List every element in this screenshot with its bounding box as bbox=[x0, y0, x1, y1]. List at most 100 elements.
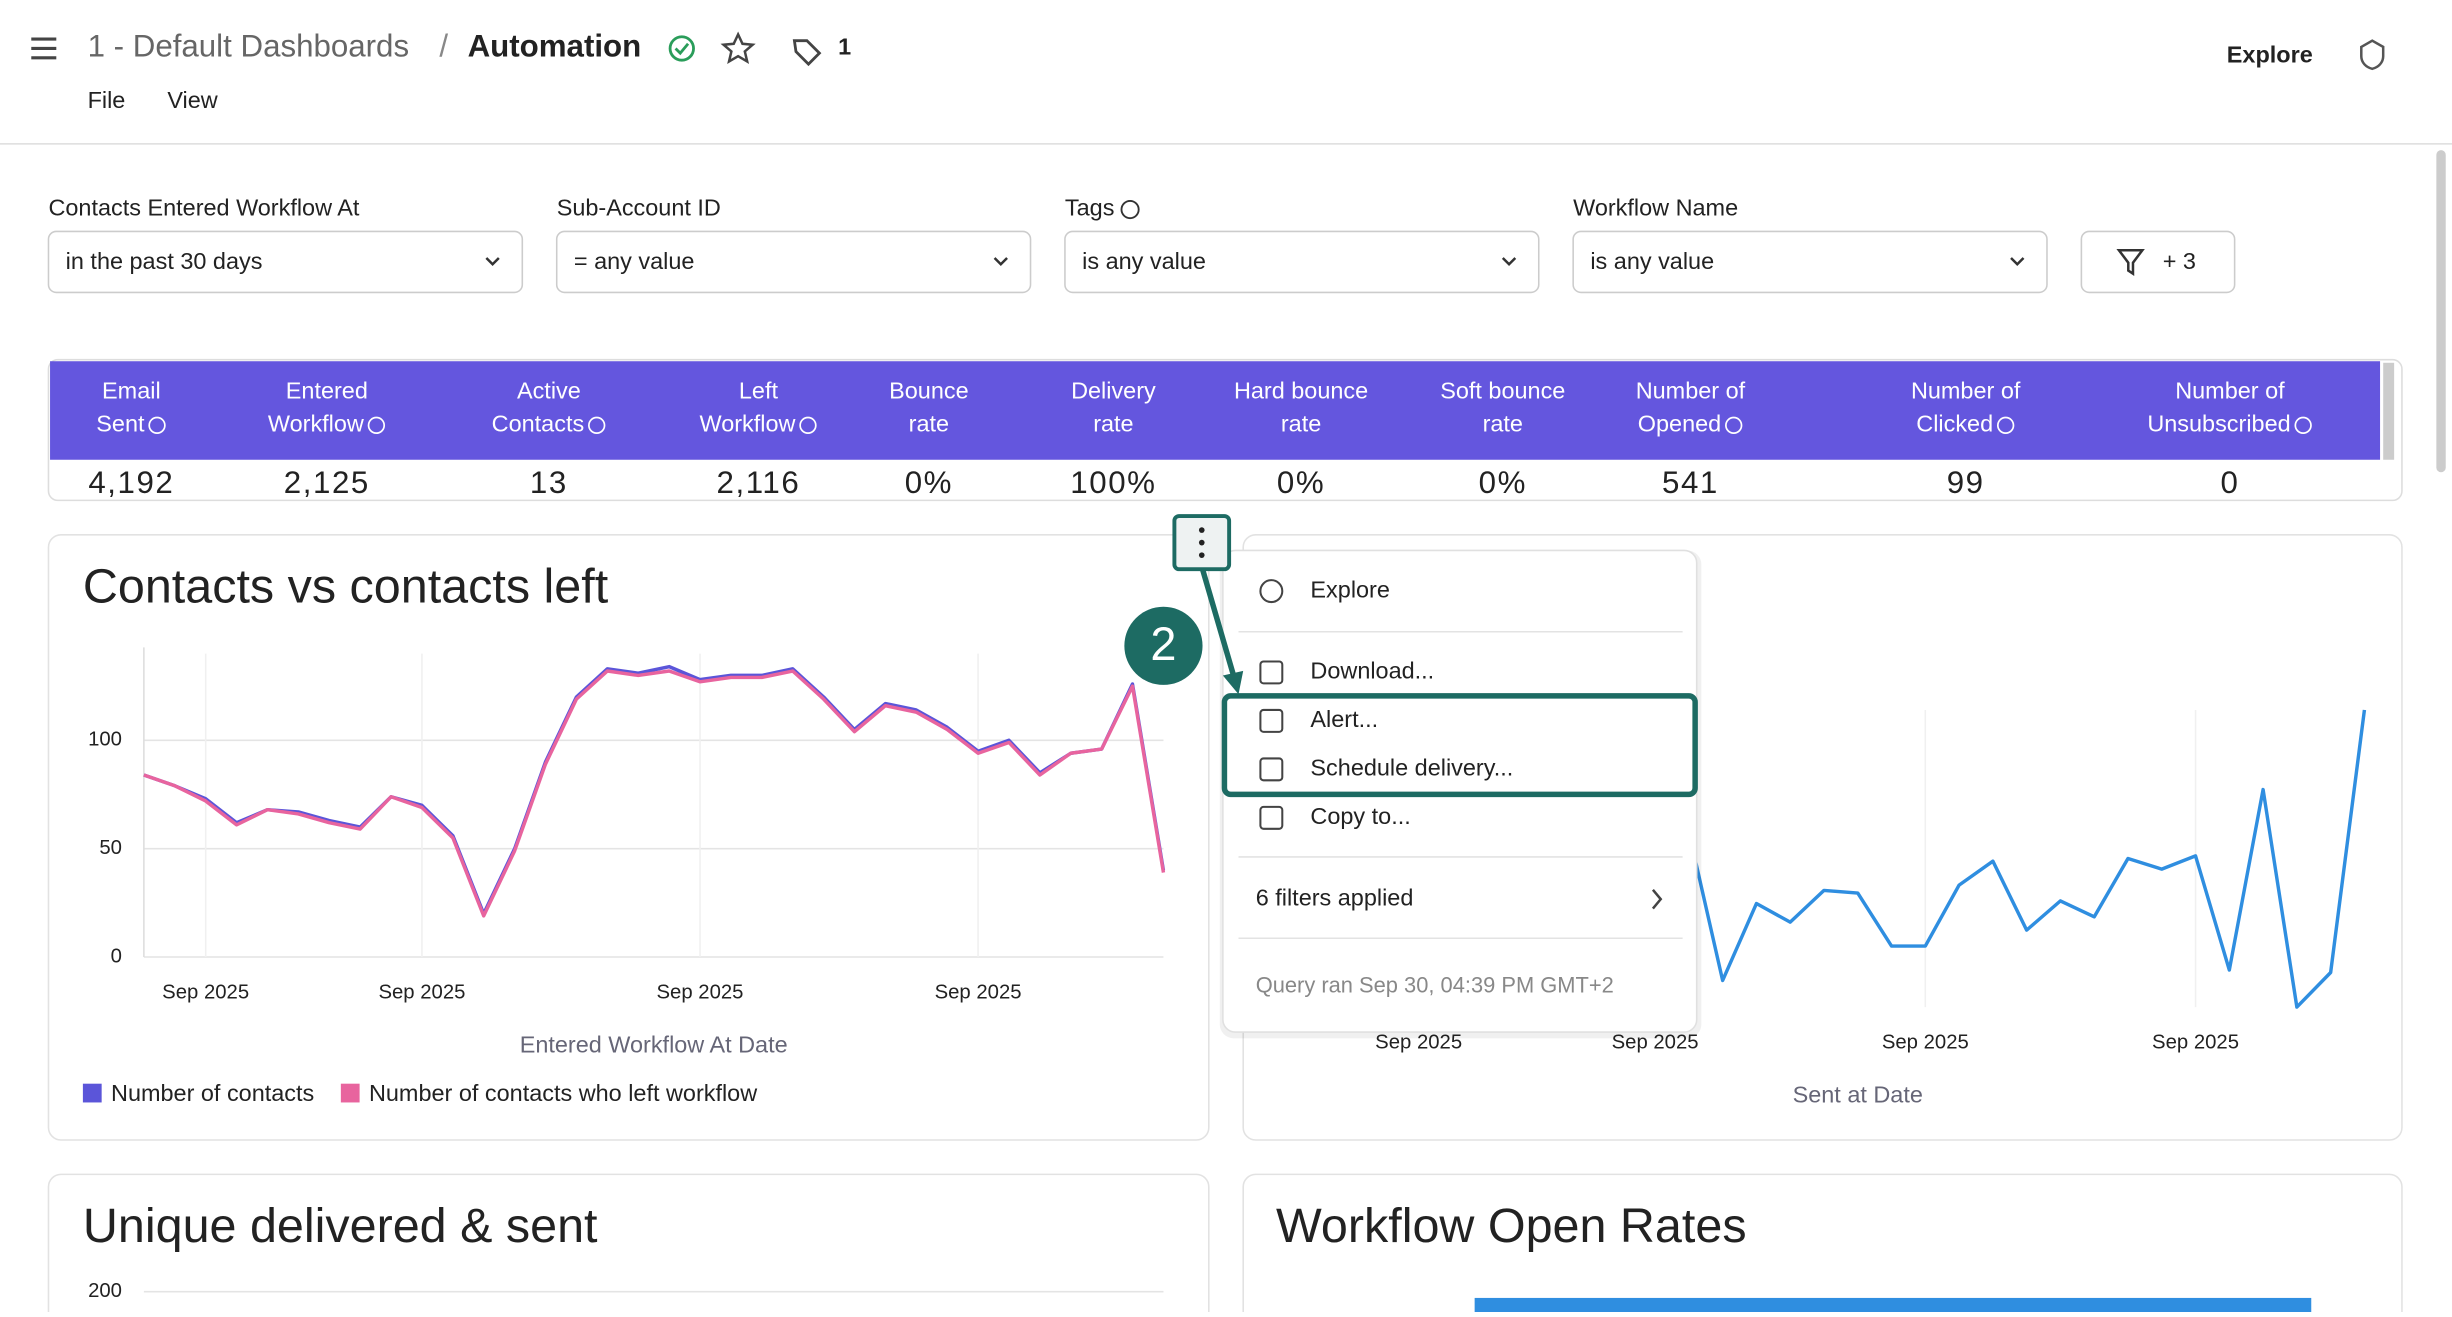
menu-item[interactable]: Alert... bbox=[1310, 706, 1378, 732]
menu-item[interactable]: Copy to... bbox=[1310, 803, 1410, 829]
legend-label[interactable]: Number of contacts who left workflow bbox=[369, 1080, 757, 1106]
kpi-header[interactable]: rate bbox=[1093, 411, 1133, 437]
filter-dropdown[interactable] bbox=[1064, 230, 1540, 294]
kpi-header bbox=[50, 361, 2381, 460]
x-tick-label: Sep 2025 bbox=[378, 981, 465, 1003]
menu-file[interactable]: File bbox=[88, 87, 126, 113]
info-icon bbox=[588, 416, 606, 435]
filter-value[interactable]: is any value bbox=[1082, 248, 1206, 274]
x-tick-label: Sep 2025 bbox=[2152, 1031, 2239, 1053]
kpi-header: Number of bbox=[2175, 378, 2285, 404]
settings-icon[interactable] bbox=[2360, 39, 2385, 71]
chart-card bbox=[1242, 1173, 2403, 1317]
more-filters-button[interactable] bbox=[2080, 230, 2236, 294]
kpi-value: 99 bbox=[1947, 465, 1985, 500]
chevron bbox=[1651, 888, 1663, 910]
menu-icon bbox=[1259, 660, 1284, 685]
info-icon bbox=[1725, 416, 1743, 435]
chart-card bbox=[47, 534, 1210, 1141]
breadcrumb[interactable]: 1 - Default Dashboards bbox=[88, 29, 410, 64]
kpi-header: Hard bounce bbox=[1234, 378, 1368, 404]
chevron bbox=[2010, 257, 2025, 267]
legend-swatch bbox=[82, 1083, 102, 1103]
table-scrollbar bbox=[2383, 362, 2395, 460]
dashboard-title: Automation bbox=[468, 29, 642, 64]
filter-dropdown[interactable] bbox=[555, 230, 1032, 294]
kpi-header: Active bbox=[517, 378, 581, 404]
chevron bbox=[993, 257, 1008, 267]
kpi-header[interactable]: Contacts bbox=[492, 411, 585, 437]
kpi-header[interactable]: Workflow bbox=[268, 411, 364, 437]
x-axis-label: Sent at Date bbox=[1793, 1081, 1923, 1107]
kpi-header[interactable]: Sent bbox=[96, 411, 145, 437]
menu-item[interactable]: Schedule delivery... bbox=[1310, 755, 1513, 781]
kpi-value: 100% bbox=[1070, 465, 1156, 500]
separator: / bbox=[439, 29, 448, 64]
filter-value[interactable]: in the past 30 days bbox=[66, 248, 263, 274]
step-number: 2 bbox=[1150, 618, 1176, 670]
tag-icon[interactable] bbox=[792, 39, 822, 67]
kpi-header: Bounce bbox=[889, 378, 969, 404]
line-series bbox=[143, 669, 1166, 918]
y-tick-label: 50 bbox=[99, 837, 122, 859]
kpi-value: 0% bbox=[905, 465, 953, 500]
kpi-header[interactable]: Unsubscribed bbox=[2147, 411, 2290, 437]
kebab-dot bbox=[1198, 527, 1205, 533]
menu-icon[interactable] bbox=[31, 37, 57, 60]
info-icon bbox=[799, 416, 817, 435]
menu-item[interactable]: 6 filters applied bbox=[1256, 884, 1414, 910]
info-icon bbox=[1996, 416, 2015, 435]
kpi-header[interactable]: Opened bbox=[1638, 411, 1721, 437]
chart-card bbox=[47, 1173, 1210, 1317]
menu-view[interactable]: View bbox=[167, 87, 217, 113]
x-tick-label: Sep 2025 bbox=[657, 981, 744, 1003]
kpi-header: Soft bounce bbox=[1440, 378, 1565, 404]
filter-label: Workflow Name bbox=[1573, 195, 1738, 221]
filter-dropdown[interactable] bbox=[47, 230, 524, 294]
menu-icon bbox=[1259, 805, 1284, 830]
legend-swatch bbox=[340, 1083, 360, 1103]
kpi-value: 0% bbox=[1277, 465, 1325, 500]
tag-count: 1 bbox=[838, 34, 851, 60]
menu-item[interactable]: Explore bbox=[1310, 576, 1389, 602]
step-badge bbox=[1124, 606, 1203, 685]
kpi-header[interactable]: rate bbox=[1281, 411, 1321, 437]
legend-label[interactable]: Number of contacts bbox=[111, 1080, 314, 1106]
filter-label: Tags bbox=[1065, 195, 1115, 221]
chart-title: Contacts vs contacts left bbox=[83, 559, 609, 613]
filter-dropdown[interactable] bbox=[1572, 230, 2048, 294]
kpi-header[interactable]: Workflow bbox=[700, 411, 796, 437]
y-tick-label: 200 bbox=[88, 1280, 122, 1302]
kpi-value: 2,116 bbox=[717, 465, 801, 500]
scrollbar[interactable] bbox=[2436, 150, 2446, 473]
x-axis-label: Entered Workflow At Date bbox=[520, 1031, 788, 1057]
kpi-value: 2,125 bbox=[284, 465, 370, 500]
chart-title: Unique delivered & sent bbox=[83, 1199, 598, 1253]
kpi-header[interactable]: rate bbox=[909, 411, 949, 437]
more-filters[interactable]: + 3 bbox=[2163, 248, 2196, 274]
info-icon bbox=[2294, 416, 2312, 435]
bar-top bbox=[1474, 1297, 2312, 1312]
y-tick-label: 0 bbox=[111, 945, 122, 967]
kebab-dot bbox=[1198, 539, 1205, 546]
context-menu bbox=[1222, 549, 1698, 1033]
menu-item[interactable]: Download... bbox=[1310, 658, 1434, 684]
filter-label: Sub-Account ID bbox=[557, 195, 721, 221]
chevron bbox=[485, 257, 500, 267]
kebab-dot bbox=[1198, 552, 1205, 558]
kpi-header[interactable]: rate bbox=[1483, 411, 1523, 437]
kpi-value: 0 bbox=[2220, 465, 2239, 500]
filter-value[interactable]: is any value bbox=[1590, 248, 1714, 274]
verified-icon bbox=[668, 35, 695, 62]
filter-label: Contacts Entered Workflow At bbox=[48, 195, 359, 221]
kpi-header: Left bbox=[739, 378, 779, 404]
filter-value[interactable]: = any value bbox=[574, 248, 695, 274]
kpi-value: 13 bbox=[530, 465, 568, 500]
explore-link[interactable]: Explore bbox=[2227, 41, 2313, 67]
favorite-icon[interactable] bbox=[720, 31, 756, 65]
kpi-value: 541 bbox=[1662, 465, 1719, 500]
line-series bbox=[1687, 709, 2367, 1009]
kpi-header[interactable]: Clicked bbox=[1916, 411, 1993, 437]
